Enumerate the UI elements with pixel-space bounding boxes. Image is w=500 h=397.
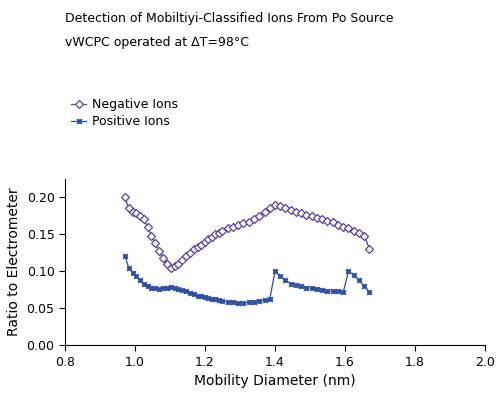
Text: Detection of Mobiltiyi-Classified Ions From Po Source: Detection of Mobiltiyi-Classified Ions F… xyxy=(65,12,394,25)
Negative Ions xyxy=(361,233,367,238)
Positive Ions xyxy=(122,253,128,258)
Negative Ions xyxy=(122,195,128,200)
Positive Ions xyxy=(198,294,204,299)
Negative Ions xyxy=(160,256,166,260)
Positive Ions xyxy=(172,285,177,290)
Negative Ions xyxy=(340,224,346,229)
X-axis label: Mobility Diameter (nm): Mobility Diameter (nm) xyxy=(194,374,356,388)
Y-axis label: Ratio to Electrometer: Ratio to Electrometer xyxy=(7,188,21,336)
Positive Ions xyxy=(235,301,241,306)
Positive Ions xyxy=(340,290,346,295)
Positive Ions xyxy=(366,290,372,295)
Text: vWCPC operated at ΔT=98°C: vWCPC operated at ΔT=98°C xyxy=(65,36,249,49)
Positive Ions xyxy=(144,284,150,289)
Negative Ions xyxy=(176,262,182,266)
Negative Ions xyxy=(366,247,372,251)
Positive Ions xyxy=(361,284,367,289)
Negative Ions xyxy=(168,265,173,270)
Negative Ions xyxy=(202,239,208,244)
Line: Positive Ions: Positive Ions xyxy=(122,252,373,306)
Legend: Negative Ions, Positive Ions: Negative Ions, Positive Ions xyxy=(72,98,178,128)
Negative Ions xyxy=(144,224,150,229)
Line: Negative Ions: Negative Ions xyxy=(122,194,372,271)
Positive Ions xyxy=(160,286,166,291)
